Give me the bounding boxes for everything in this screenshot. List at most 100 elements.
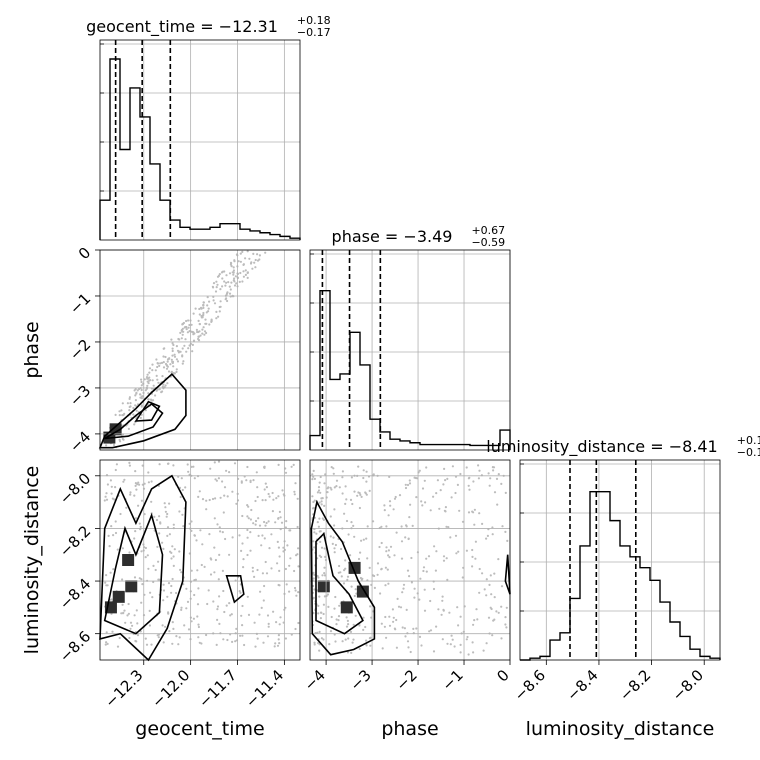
sample-point xyxy=(446,578,449,582)
sample-point xyxy=(385,636,388,639)
sample-point xyxy=(223,610,226,614)
sample-point xyxy=(203,333,206,336)
sample-point xyxy=(240,614,243,617)
sample-point xyxy=(159,521,162,524)
sample-point xyxy=(112,534,115,537)
sample-point xyxy=(124,621,127,624)
sample-point xyxy=(112,568,115,571)
sample-point xyxy=(138,483,141,486)
sample-point xyxy=(340,575,343,578)
sample-point xyxy=(323,482,326,485)
sample-point xyxy=(311,478,314,481)
sample-point xyxy=(350,521,353,524)
sample-point xyxy=(147,398,150,401)
sample-point xyxy=(313,588,316,591)
sample-point xyxy=(413,587,416,590)
sample-point xyxy=(156,545,159,549)
sample-point xyxy=(351,502,354,506)
sample-point xyxy=(253,261,256,264)
sample-point xyxy=(211,497,215,501)
sample-point xyxy=(136,622,139,625)
sample-point xyxy=(212,286,215,289)
sample-point xyxy=(150,643,153,646)
sample-point xyxy=(181,355,184,358)
sample-point xyxy=(342,582,346,585)
sample-point xyxy=(154,369,157,372)
sample-point xyxy=(284,567,287,571)
phase-x-tick-label: 0 xyxy=(493,666,512,685)
sample-point xyxy=(241,542,244,545)
sample-point xyxy=(254,258,257,262)
sample-point xyxy=(109,571,112,574)
sample-point xyxy=(205,508,208,511)
sample-point xyxy=(418,598,421,601)
sample-point xyxy=(354,614,357,617)
phase-title: phase = −3.49 xyxy=(332,227,453,246)
sample-point xyxy=(158,388,161,391)
sample-point xyxy=(108,545,111,548)
sample-point xyxy=(114,520,117,523)
sample-point xyxy=(185,350,188,353)
sample-point xyxy=(268,495,271,498)
sample-point xyxy=(188,323,191,327)
sample-point xyxy=(162,347,165,350)
phase-y-tick-label: −1 xyxy=(66,290,94,318)
sample-point xyxy=(384,566,387,569)
sample-point xyxy=(140,578,143,581)
sample-point xyxy=(404,483,407,486)
luminosity_distance-y-tick-label: −8.2 xyxy=(56,522,94,560)
sample-point xyxy=(132,413,135,416)
sample-point xyxy=(329,535,332,538)
sample-point xyxy=(495,610,498,613)
sample-point xyxy=(190,323,193,326)
sample-point xyxy=(133,537,136,540)
sample-point xyxy=(337,619,340,622)
sample-point xyxy=(258,258,261,261)
sample-point xyxy=(232,266,235,269)
sample-point xyxy=(408,516,411,519)
sample-point xyxy=(365,639,368,642)
sample-point xyxy=(219,530,222,533)
geocent_time-title: geocent_time = −12.31 xyxy=(86,17,278,37)
sample-point xyxy=(187,470,190,473)
sample-point xyxy=(408,575,411,578)
sample-point xyxy=(441,599,444,602)
sample-point xyxy=(110,485,113,488)
sample-point xyxy=(322,612,325,616)
sample-point xyxy=(491,634,494,637)
sample-point xyxy=(265,521,268,525)
sample-point xyxy=(251,267,254,270)
sample-point xyxy=(179,350,182,353)
sample-point xyxy=(421,504,424,507)
sample-point xyxy=(166,534,169,538)
sample-point xyxy=(110,525,113,528)
sample-point xyxy=(267,622,270,626)
sample-point xyxy=(492,469,495,472)
sample-point xyxy=(378,545,381,549)
sample-point xyxy=(162,355,165,358)
sample-point xyxy=(172,555,175,558)
sample-point xyxy=(333,607,336,610)
sample-point xyxy=(230,613,233,616)
sample-point xyxy=(277,495,280,498)
sample-point xyxy=(154,568,157,572)
sample-point xyxy=(227,281,230,284)
sample-point xyxy=(380,567,383,571)
sample-point xyxy=(175,358,178,361)
sample-point xyxy=(274,642,277,645)
sample-point xyxy=(202,304,205,307)
sample-point xyxy=(362,469,365,472)
sample-point xyxy=(278,555,281,558)
sample-point xyxy=(321,574,324,577)
sample-point xyxy=(383,625,386,628)
sample-point xyxy=(216,605,220,608)
sample-point xyxy=(127,427,130,430)
sample-point xyxy=(403,627,406,630)
sample-point xyxy=(123,609,126,612)
sample-point xyxy=(338,564,341,568)
sample-point xyxy=(215,310,218,313)
sample-point xyxy=(261,534,264,537)
sample-point xyxy=(319,617,322,620)
contour-line xyxy=(315,532,364,635)
sample-point xyxy=(208,498,211,502)
